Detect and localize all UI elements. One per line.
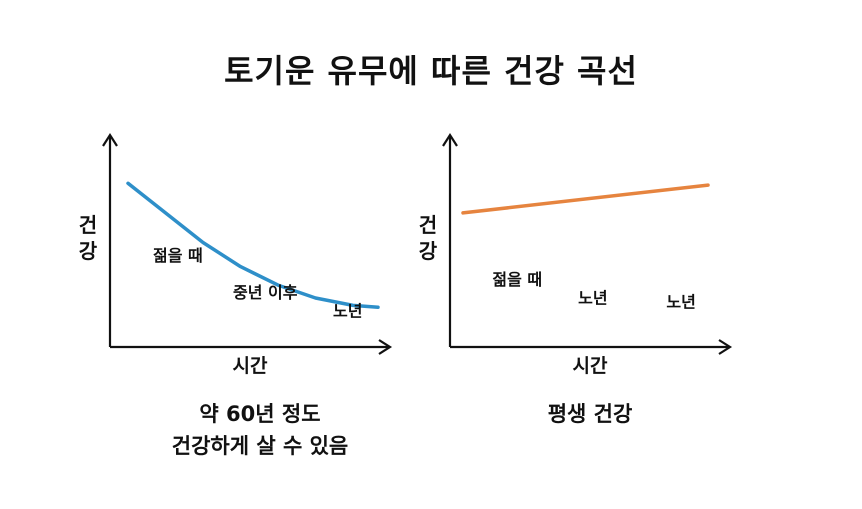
right-annotation-0: 젊을 때 <box>492 270 542 289</box>
left-annotation-1: 중년 이후 <box>233 283 298 302</box>
left-series-line-0 <box>126 181 380 310</box>
left-y-axis-arrow <box>102 132 118 147</box>
right-series-line-0 <box>461 183 710 215</box>
right-annotation-1: 노년 <box>578 289 607 308</box>
right-x-label: 시간 <box>573 355 608 377</box>
right-chart: 건 강시간 젊을 때노년 노년 <box>419 132 733 377</box>
right-caption: 평생 건강 <box>450 398 730 430</box>
chart-title: 토기운 유무에 따른 건강 곡선 <box>224 52 638 90</box>
left-annotation-0: 젊을 때 <box>153 246 203 265</box>
right-annotation-2: 노년 <box>666 292 695 311</box>
left-caption-line-1: 약 60년 정도 <box>199 402 321 426</box>
left-x-label: 시간 <box>233 355 268 377</box>
right-caption-line-1: 평생 건강 <box>547 402 633 426</box>
left-caption-line-2: 건강하게 살 수 있음 <box>171 434 349 458</box>
right-y-axis-arrow <box>442 132 458 147</box>
left-caption: 약 60년 정도 건강하게 살 수 있음 <box>120 398 400 462</box>
left-x-axis-arrow <box>378 339 393 355</box>
left-annotation-2: 노년 <box>333 302 362 321</box>
right-x-axis-arrow <box>718 339 733 355</box>
